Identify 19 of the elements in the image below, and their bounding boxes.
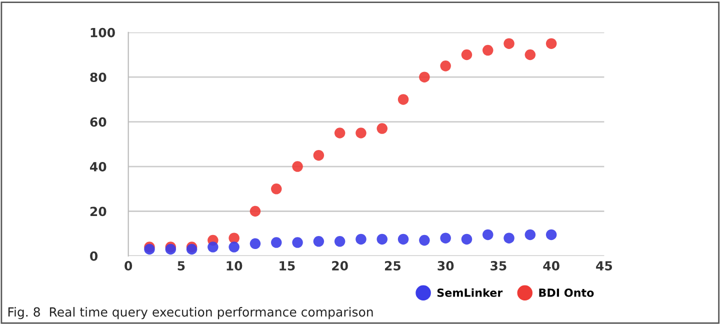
y-tick-label: 80: [90, 72, 106, 82]
x-tick-label: 25: [384, 261, 401, 270]
x-tick-label: 20: [332, 261, 348, 270]
legend-label: SemLinker: [437, 288, 503, 297]
x-tick-label: 40: [543, 261, 560, 270]
x-tick-label: 35: [490, 261, 506, 270]
x-tick-label: 30: [438, 261, 454, 270]
legend-label: BDI Onto: [539, 288, 594, 297]
x-tick-label: 0: [124, 261, 132, 270]
y-tick-label: 60: [90, 117, 106, 127]
y-tick-label: 40: [90, 162, 106, 172]
y-tick-label: 0: [90, 251, 98, 261]
x-tick-label: 5: [178, 261, 185, 270]
x-tick-label: 15: [280, 261, 295, 270]
x-tick-label: 45: [596, 261, 612, 270]
x-tick-label: 10: [226, 261, 242, 270]
caption: Fig. 8 Real time query execution performance comparison: [8, 307, 373, 320]
y-tick-label: 100: [90, 28, 115, 38]
y-tick-label: 20: [90, 206, 106, 216]
